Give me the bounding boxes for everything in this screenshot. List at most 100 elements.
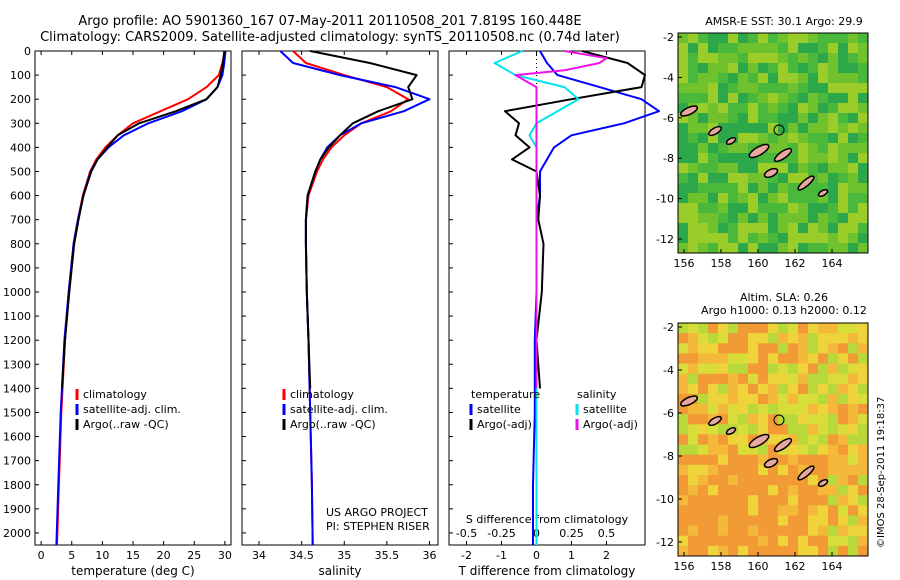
map-cell — [738, 93, 749, 104]
map-cell — [708, 444, 719, 456]
island-shape — [679, 105, 699, 117]
map-cell — [738, 243, 749, 254]
map-cell — [838, 393, 849, 405]
map-cell — [828, 535, 839, 547]
map-cell — [828, 475, 839, 486]
island-shape — [748, 433, 770, 449]
map-cell — [798, 383, 809, 395]
map-cell — [828, 173, 839, 184]
map-cell — [798, 173, 809, 184]
map-cell — [828, 223, 839, 234]
map-cell — [808, 505, 819, 516]
map-cell — [808, 495, 819, 506]
map-cell — [798, 233, 809, 244]
map-cell — [718, 183, 729, 194]
map-cell — [678, 333, 689, 344]
map-cell — [748, 333, 759, 344]
map-cell — [708, 243, 719, 254]
map-cell — [858, 505, 869, 516]
map-cell — [718, 83, 729, 94]
map-cell — [858, 33, 869, 44]
map-cell — [748, 73, 759, 84]
map-cell — [838, 83, 849, 94]
map-cell — [808, 63, 819, 74]
map-cell — [818, 444, 829, 456]
map-cell — [778, 93, 789, 104]
map-cell — [738, 63, 749, 74]
map-cell — [778, 143, 789, 154]
map-cell — [758, 515, 769, 527]
map-cell — [748, 383, 759, 395]
map-cell — [688, 163, 699, 174]
map-cell — [798, 363, 809, 375]
map-cell — [848, 83, 859, 94]
map-cell — [778, 203, 789, 214]
map-cell — [858, 495, 869, 506]
map-cell — [798, 464, 809, 476]
map-cell — [838, 43, 849, 54]
x-axis-label: temperature (deg C) — [71, 564, 194, 578]
map-cell — [778, 103, 789, 114]
map-cell — [858, 183, 869, 194]
map-cell — [698, 203, 709, 214]
map-cell — [858, 83, 869, 94]
map-cell — [758, 353, 769, 364]
map-cell — [708, 404, 719, 415]
map-cell — [828, 414, 839, 425]
map-cell — [688, 53, 699, 64]
map-cell — [698, 163, 709, 174]
map-cell — [788, 414, 799, 425]
map-cell — [858, 414, 869, 425]
map-cell — [748, 515, 759, 527]
map-cell — [778, 43, 789, 54]
map-cell — [698, 393, 709, 405]
map-cell — [788, 173, 799, 184]
map-cell — [818, 505, 829, 516]
map-cell — [698, 143, 709, 154]
map-cell — [858, 153, 869, 164]
map-cell — [688, 454, 699, 466]
map-cell — [688, 464, 699, 476]
map-cell — [758, 464, 769, 476]
map-cell — [768, 113, 779, 124]
map-cell — [858, 73, 869, 84]
island-shape — [708, 125, 722, 137]
map-cell — [738, 223, 749, 234]
map-cell — [788, 73, 799, 84]
map-cell — [768, 475, 779, 486]
map-cell — [748, 223, 759, 234]
map-cell — [678, 353, 689, 364]
map-cell — [758, 233, 769, 244]
map-cell — [768, 383, 779, 395]
series-line-argo-raw-qc- — [61, 50, 226, 389]
pi-label: PI: STEPHEN RISER — [326, 520, 430, 533]
map-cell — [858, 63, 869, 74]
map-cell — [848, 43, 859, 54]
map-cell — [728, 475, 739, 486]
map-cell — [738, 475, 749, 486]
map-cell — [778, 63, 789, 74]
map-cell — [738, 103, 749, 114]
map-cell — [808, 153, 819, 164]
lat-tick-label: -8 — [663, 152, 674, 165]
map-cell — [858, 464, 869, 476]
map-cell — [788, 133, 799, 144]
x-tick-label: 30 — [218, 549, 232, 562]
map-cell — [808, 434, 819, 445]
map-cell — [758, 173, 769, 184]
map-cell — [678, 103, 689, 114]
map-cell — [708, 113, 719, 124]
map-cell — [728, 383, 739, 395]
lon-tick-label: 156 — [674, 257, 695, 270]
map-cell — [828, 434, 839, 445]
map-cell — [848, 464, 859, 476]
map-cell — [848, 363, 859, 375]
map-cell — [688, 363, 699, 375]
map-cell — [828, 233, 839, 244]
map-cell — [808, 133, 819, 144]
map-cell — [858, 123, 869, 134]
map-cell — [798, 223, 809, 234]
map-cell — [758, 424, 769, 435]
map-cell — [838, 475, 849, 486]
map-cell — [678, 203, 689, 214]
